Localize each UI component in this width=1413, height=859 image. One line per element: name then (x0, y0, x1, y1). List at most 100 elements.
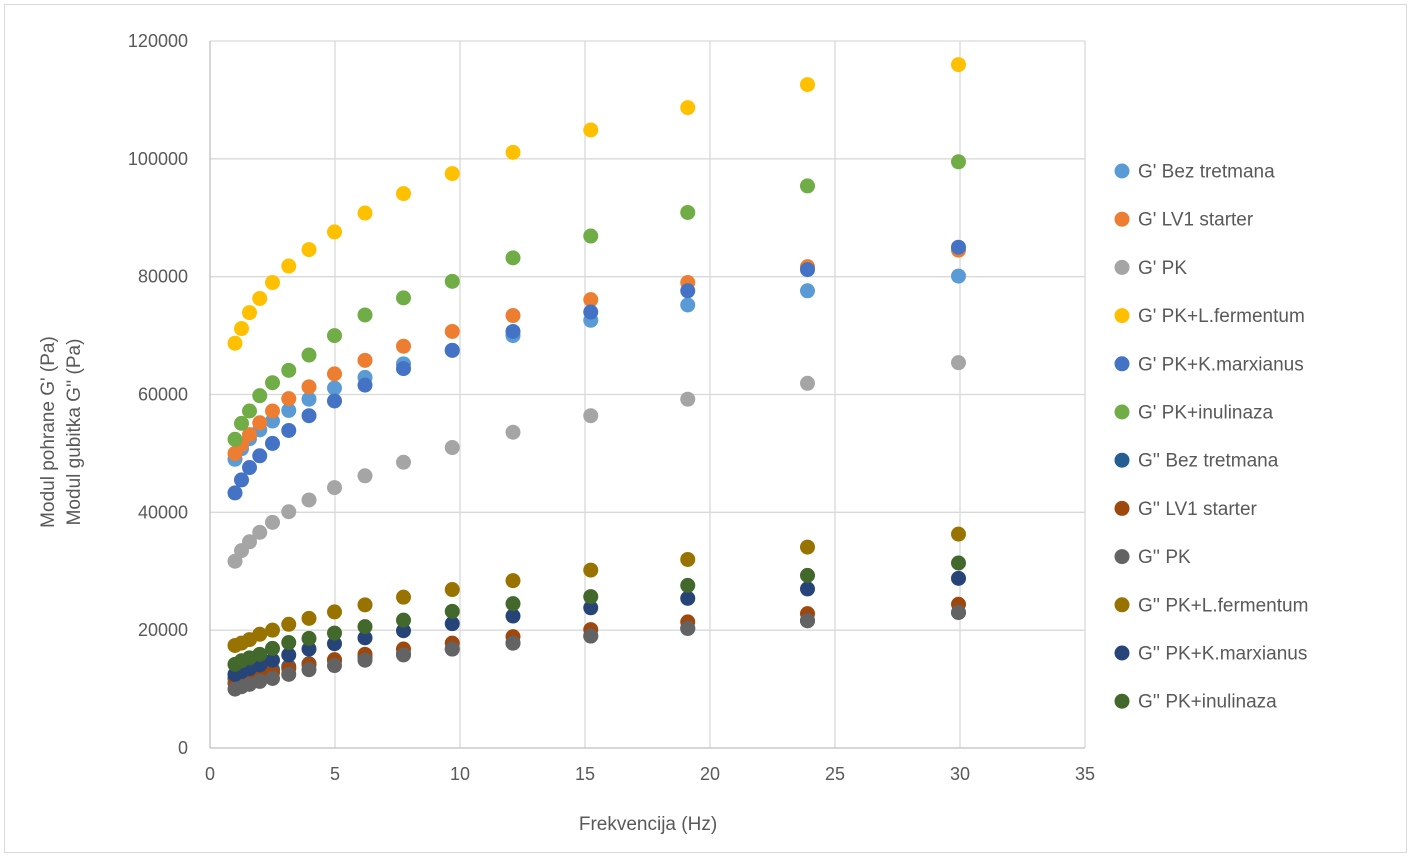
data-point (396, 186, 411, 202)
x-tick-label: 5 (330, 764, 340, 784)
data-point (234, 415, 249, 431)
data-point (951, 355, 966, 371)
data-point (281, 362, 297, 378)
legend-marker (1114, 645, 1130, 661)
legend-label: G' PK (1138, 258, 1187, 279)
data-point (444, 342, 460, 358)
legend-marker (1114, 404, 1130, 420)
data-point (301, 408, 317, 424)
data-point (800, 567, 815, 583)
data-point (396, 454, 411, 470)
data-point (396, 290, 411, 306)
data-point (396, 623, 411, 639)
data-point (505, 635, 521, 651)
data-point (396, 647, 411, 663)
data-point (281, 422, 297, 438)
data-point (951, 154, 966, 170)
y-tick-label: 0 (178, 738, 188, 758)
data-point (505, 608, 521, 624)
data-point (252, 415, 268, 431)
y-tick-label: 60000 (138, 385, 188, 405)
legend-marker (1114, 597, 1130, 613)
data-point (396, 361, 411, 377)
data-point (444, 440, 460, 456)
data-point (227, 431, 243, 447)
data-point (357, 597, 373, 613)
data-point (327, 393, 342, 409)
data-point (583, 304, 599, 320)
data-point (583, 408, 599, 424)
legend-label: G'' PK+K.marxianus (1138, 644, 1307, 665)
y-axis-label-line-1: Modul pohrane G' (Pa) (38, 336, 59, 528)
legend-label: G' Bez tretmana (1138, 162, 1275, 183)
y-tick-labels: 0 20000 40000 60000 80000 100000 120000 (128, 31, 188, 758)
data-point (327, 380, 342, 396)
data-point (800, 581, 815, 597)
data-point (583, 292, 599, 308)
data-point (252, 448, 268, 464)
data-point (252, 626, 268, 642)
data-point (583, 589, 599, 605)
data-point (327, 658, 342, 674)
x-tick-label: 30 (950, 764, 970, 784)
legend-marker (1114, 693, 1130, 709)
data-point (281, 258, 297, 274)
data-point (265, 652, 280, 668)
data-point (234, 472, 249, 488)
data-point (265, 670, 280, 686)
y-tick-label: 80000 (138, 267, 188, 287)
data-point (444, 582, 460, 598)
data-point (252, 290, 268, 306)
legend-label: G'' LV1 starter (1138, 499, 1258, 520)
data-point (265, 403, 280, 419)
legend-label: G' LV1 starter (1138, 210, 1254, 231)
x-tick-label: 25 (825, 764, 845, 784)
data-point (252, 673, 268, 689)
data-point (281, 504, 297, 520)
x-tick-label: 15 (575, 764, 595, 784)
data-point (327, 625, 342, 641)
data-point (680, 620, 696, 636)
data-point (281, 402, 297, 418)
data-point (951, 570, 966, 586)
data-point (680, 204, 696, 220)
data-point (444, 603, 460, 619)
legend-label: G'' PK+L.fermentum (1138, 595, 1308, 616)
data-point (265, 622, 280, 638)
legend-label: G' PK+L.fermentum (1138, 306, 1305, 327)
data-point (444, 641, 460, 657)
legend-marker (1114, 308, 1130, 324)
legend-label: G'' Bez tretmana (1138, 451, 1279, 472)
data-point (680, 577, 696, 593)
y-tick-label: 120000 (128, 31, 188, 51)
legend-marker (1114, 500, 1130, 516)
legend: G' Bez tretmana G' LV1 starter G' PK G' PK+… (1114, 162, 1308, 713)
legend-label: G'' PK+inulinaza (1138, 692, 1277, 713)
data-point (583, 628, 599, 644)
data-point (396, 612, 411, 628)
data-point (301, 641, 317, 657)
legend-marker (1114, 259, 1130, 275)
data-point (327, 604, 342, 620)
data-point (583, 122, 599, 138)
data-point (505, 323, 521, 339)
data-point (357, 652, 373, 668)
x-tick-labels: 0 5 10 15 20 25 30 35 (205, 764, 1095, 784)
data-point (583, 600, 599, 616)
axes (209, 41, 1085, 749)
data-point (505, 596, 521, 612)
data-point (301, 391, 317, 407)
data-point (444, 323, 460, 339)
data-point (444, 166, 460, 182)
data-point (505, 573, 521, 589)
data-point (265, 435, 280, 451)
data-point (301, 347, 317, 363)
data-point (227, 335, 243, 351)
data-point (327, 224, 342, 240)
data-point (357, 352, 373, 368)
data-point (951, 526, 966, 542)
data-point (396, 338, 411, 354)
data-point (281, 391, 297, 407)
data-points (227, 57, 966, 697)
